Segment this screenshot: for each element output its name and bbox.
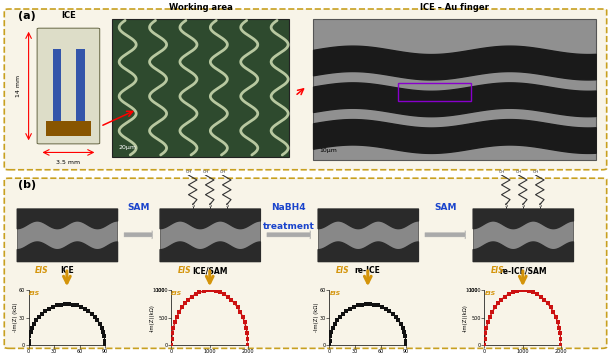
Bar [473,209,573,261]
Text: 10μm: 10μm [319,148,337,153]
Text: 20μm: 20μm [119,145,136,150]
Y-axis label: -Im(Z)(kΩ): -Im(Z)(kΩ) [150,304,155,332]
Text: EIS: EIS [491,266,505,275]
Text: SAM: SAM [434,203,457,212]
Text: OH: OH [203,170,209,174]
Bar [45,121,91,137]
Text: (a): (a) [18,11,36,21]
Bar [17,209,117,261]
Text: OH: OH [219,170,225,174]
Text: NaBH4: NaBH4 [271,203,306,212]
Text: SAM: SAM [127,203,150,212]
Text: Working area: Working area [169,3,233,12]
FancyBboxPatch shape [4,178,607,348]
Bar [398,82,471,101]
Text: ICE: ICE [60,266,74,275]
Text: EIS: EIS [171,291,182,296]
Bar [160,209,260,261]
Text: EIS: EIS [35,266,49,275]
Text: OH: OH [532,170,538,174]
Text: S: S [504,202,507,208]
Text: ICE: ICE [61,11,76,21]
Text: EIS: EIS [336,266,350,275]
Text: ICE/SAM: ICE/SAM [192,266,228,275]
Text: OH: OH [499,170,505,174]
Text: OH: OH [185,170,192,174]
Text: EIS: EIS [28,291,40,296]
Y-axis label: -Im(Z) (kΩ): -Im(Z) (kΩ) [314,303,319,332]
Text: re-ICE/SAM: re-ICE/SAM [499,266,546,275]
Text: EIS: EIS [178,266,192,275]
Text: 3.5 mm: 3.5 mm [56,160,80,165]
Bar [53,49,61,126]
Text: OH: OH [515,170,522,174]
Text: S: S [208,202,211,208]
Text: re-ICE: re-ICE [355,266,381,275]
Text: 1000: 1000 [466,288,478,293]
Bar [317,209,418,261]
FancyBboxPatch shape [4,9,607,170]
Bar [112,19,289,156]
Text: EIS: EIS [329,291,341,296]
Bar [76,49,85,126]
Text: EIS: EIS [484,291,495,296]
FancyBboxPatch shape [37,28,99,144]
Text: S: S [538,202,542,208]
Text: S: S [225,202,228,208]
Text: S: S [191,202,194,208]
Y-axis label: -Im(Z) (kΩ): -Im(Z) (kΩ) [13,303,18,332]
Text: (b): (b) [18,181,36,190]
Y-axis label: -Im(Z)(kΩ): -Im(Z)(kΩ) [463,304,468,332]
Text: S: S [521,202,524,208]
Text: ICE – Au finger: ICE – Au finger [420,3,489,12]
Text: treatment: treatment [263,222,315,231]
Text: 1000: 1000 [153,288,165,293]
Bar [313,19,596,160]
Text: 14 mm: 14 mm [17,75,21,97]
